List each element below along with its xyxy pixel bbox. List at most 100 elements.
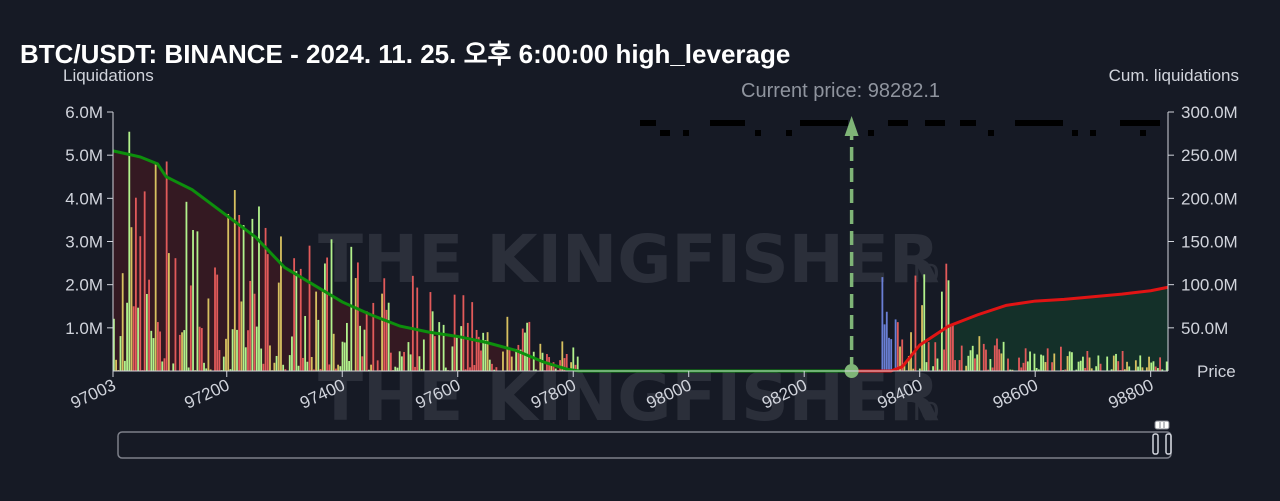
liquidation-bar [927,342,930,371]
liquidation-bar [1011,369,1014,371]
indicator-dash [1120,120,1160,126]
y2-tick-label: 100.0M [1181,276,1238,295]
liquidation-bar [354,278,357,371]
indicator-dash [755,130,761,136]
liquidation-bar [517,344,520,371]
liquidation-bar [229,369,232,371]
liquidation-bar [113,318,115,371]
liquidation-bar [502,351,504,371]
liquidation-bar [918,368,921,371]
indicator-dash [1072,130,1078,136]
liquidation-bar [396,367,399,371]
watermark-suffix-2: io [913,390,939,428]
liquidation-bar [313,369,315,371]
liquidation-bar [996,338,998,371]
current-price-label: Current price: 98282.1 [741,80,941,102]
liquidation-bar [139,236,142,371]
indicator-dash [1090,130,1096,136]
liquidation-bar [910,332,912,371]
liquidation-bar [1145,367,1148,371]
liquidation-bar [978,336,981,371]
liquidation-bar [998,349,1001,371]
liquidation-bar [883,324,886,371]
liquidation-bar [477,336,480,371]
liquidation-bar [242,225,245,371]
liquidation-bar [231,329,234,371]
liquidation-bar [249,280,252,371]
liquidation-bar [1150,362,1153,371]
liquidation-bar [328,364,331,371]
liquidation-bars [113,131,1168,371]
liquidation-bar [156,322,159,371]
range-slider-handle[interactable] [1152,420,1172,455]
liquidation-bar [952,323,954,371]
y-tick-label: 2.0M [65,276,103,295]
liquidation-bar [145,293,148,371]
liquidation-bar [414,366,416,371]
liquidation-bar [269,345,271,371]
liquidation-bar [460,326,463,371]
x-tick-label: 98600 [990,375,1041,412]
liquidation-bar [330,239,333,371]
liquidation-bar [1159,357,1161,371]
liquidation-bar [1082,356,1084,371]
liquidation-bar [291,336,293,371]
liquidation-bar [462,295,465,371]
liquidation-bar [251,218,254,371]
liquidation-bar [453,294,456,371]
long-cumulative-line [112,149,852,373]
y2-tick-label: 300.0M [1181,103,1238,122]
liquidation-bar [903,363,906,371]
liquidation-bar [209,369,212,371]
liquidation-bar [561,341,564,371]
liquidation-bar [991,367,994,371]
liquidation-bar [134,197,137,371]
x-axis-title: Price [1197,362,1236,381]
liquidation-bar [343,342,346,371]
liquidation-bar [528,321,531,371]
liquidation-bar [1071,352,1073,371]
liquidation-bar [372,302,375,371]
liquidation-bar [455,336,458,371]
liquidation-bar [123,360,126,371]
liquidation-bar [255,326,258,371]
liquidation-bar [132,306,135,371]
liquidation-bar [565,353,568,371]
liquidation-bar [387,302,390,371]
liquidation-bar [1000,353,1003,371]
liquidation-bar [262,363,265,371]
liquidation-bar [154,162,157,371]
liquidation-bar [205,368,208,371]
y2-tick-label: 200.0M [1181,189,1238,208]
liquidation-bar [167,253,170,371]
liquidation-bar [200,328,203,371]
liquidation-bar [137,307,139,371]
liquidation-bar [115,359,117,371]
liquidation-bar [376,360,379,371]
indicator-dash [800,120,848,126]
range-slider[interactable] [117,420,1172,459]
liquidation-bar [216,274,219,371]
liquidation-bar [1068,351,1071,371]
liquidation-bar [407,342,410,371]
liquidation-bar [306,361,309,371]
liquidation-bar [1035,367,1038,371]
liquidation-bar [341,341,344,371]
liquidation-bar [403,351,405,371]
liquidation-bar [526,322,529,371]
liquidation-bar [570,362,573,371]
liquidation-bar [976,354,979,371]
y-tick-label: 4.0M [65,189,103,208]
liquidation-bar [350,246,353,371]
liquidation-bar [967,355,970,371]
x-tick-label: 98800 [1105,375,1156,412]
liquidation-bar [958,360,961,371]
liquidation-bar [207,298,210,371]
liquidation-bar [1152,361,1155,371]
liquidation-bar [247,330,249,371]
liquidation-bar [422,339,425,371]
liquidation-bar [987,369,990,371]
x-tick-label: 97200 [182,375,233,412]
liquidation-bar [1134,360,1137,371]
